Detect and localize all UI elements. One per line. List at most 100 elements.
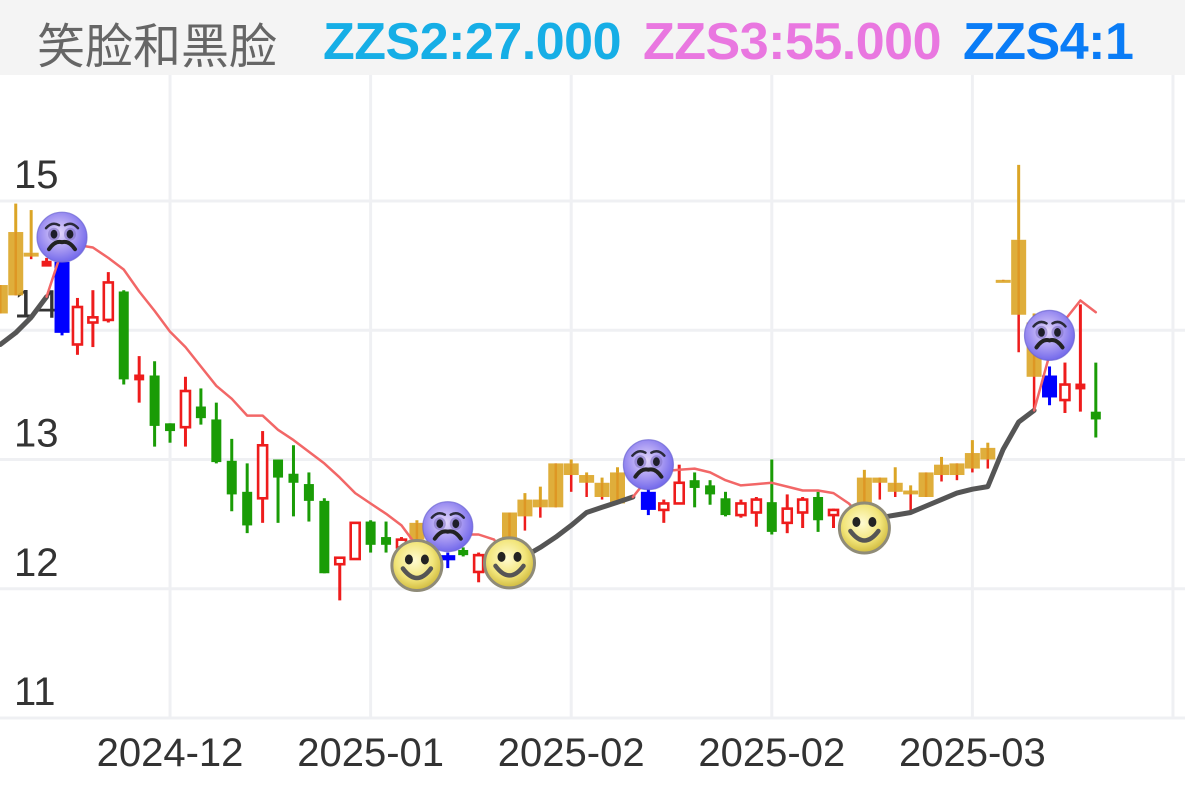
candle-up [1075,304,1086,412]
candle-body [349,521,361,561]
candle-up [349,521,361,561]
candle-up [102,272,115,323]
candle-body [735,502,747,517]
candle-body [995,279,1011,283]
candle-up [87,290,99,348]
eye [513,551,522,562]
candle-gold [995,279,1011,283]
candle-body [1090,411,1101,420]
x-tick-label: 2025-03 [899,731,1046,775]
candle-down [365,520,376,553]
candle-body [195,406,206,419]
candle-body [149,375,160,426]
candle-gold [872,477,888,500]
candle-body [365,521,376,545]
candle-down [1090,362,1101,438]
candle-up [41,257,52,267]
candle-body [71,305,84,346]
candle-gold [594,477,610,500]
candle-body [705,485,716,495]
candle-body [980,447,996,460]
candle-gold [563,459,579,492]
frown [432,529,463,541]
candle-body [8,232,24,296]
smile [848,528,881,543]
eye [1054,328,1061,337]
gridlines [0,75,1185,720]
candle-gold [980,442,996,469]
candle-body [472,553,485,574]
candle-body [118,291,129,380]
candle-body [256,443,269,500]
x-tick-label: 2024-12 [97,731,244,775]
candle-body [887,482,903,492]
face-circle [390,539,444,592]
candle-body [54,261,70,333]
candle-up [1059,362,1071,413]
indicator-value-zzs3: ZZS3:55.000 [643,12,942,71]
candle-signal [440,552,456,569]
candle-body [673,481,686,505]
candle-body [1042,375,1058,398]
x-tick-label: 2025-01 [297,731,444,775]
smile [493,563,526,578]
candle-body [501,512,517,540]
candle-gold [532,486,548,518]
trend-lines [0,243,1098,565]
candle-body [964,453,980,469]
candle-gold [1011,164,1027,353]
candle-up [71,297,84,355]
eye [452,519,460,529]
smile-face-icon [483,536,536,590]
candle-body [609,472,625,504]
candle-down [195,388,206,425]
candle-signal [54,260,70,336]
candle-body [1059,383,1071,402]
face-circle [837,501,891,555]
candle-signal [1042,366,1058,406]
candle-down [458,547,469,557]
candle-body [288,473,299,483]
candle-body [165,423,176,432]
eye [497,551,506,562]
face-circle [622,439,675,491]
eye [50,229,58,239]
candle-body [319,500,330,574]
frown [633,467,664,479]
sad-face-icon [622,439,675,491]
indicator-header: 笑脸和黑脸 ZZS2:27.000 ZZS3:55.000 ZZS4:1 [0,0,1185,75]
candle-body [134,374,145,381]
candle-body [720,498,731,516]
candle-down [689,472,700,508]
candle-down [273,459,284,523]
candle-down [226,438,237,512]
brow [63,222,80,230]
x-axis-labels: 2024-12 2025-01 2025-02 2025-02 2025-03 [97,731,1046,775]
candle-up [179,376,192,447]
eye [66,229,74,239]
candle-up [735,499,747,518]
candle-down [165,423,176,443]
brow [650,450,666,457]
sad-face-icon [36,211,88,263]
candle-body [579,475,595,483]
candle-gold [0,285,8,314]
candle-signal [640,487,656,516]
candle-body [813,496,824,521]
candle-gold [609,467,625,504]
candle-gold [548,463,564,508]
candle-down [813,491,824,532]
candle-body [333,556,346,566]
candle-body [903,490,919,495]
candle-down [381,521,392,553]
candle-body [949,463,965,476]
eye [852,517,861,527]
eye [436,519,444,529]
y-tick-label: 13 [14,412,59,456]
candle-body [934,464,950,476]
candle-body [179,389,192,429]
indicator-title: 笑脸和黑脸 [37,18,278,75]
candle-body [918,472,934,497]
